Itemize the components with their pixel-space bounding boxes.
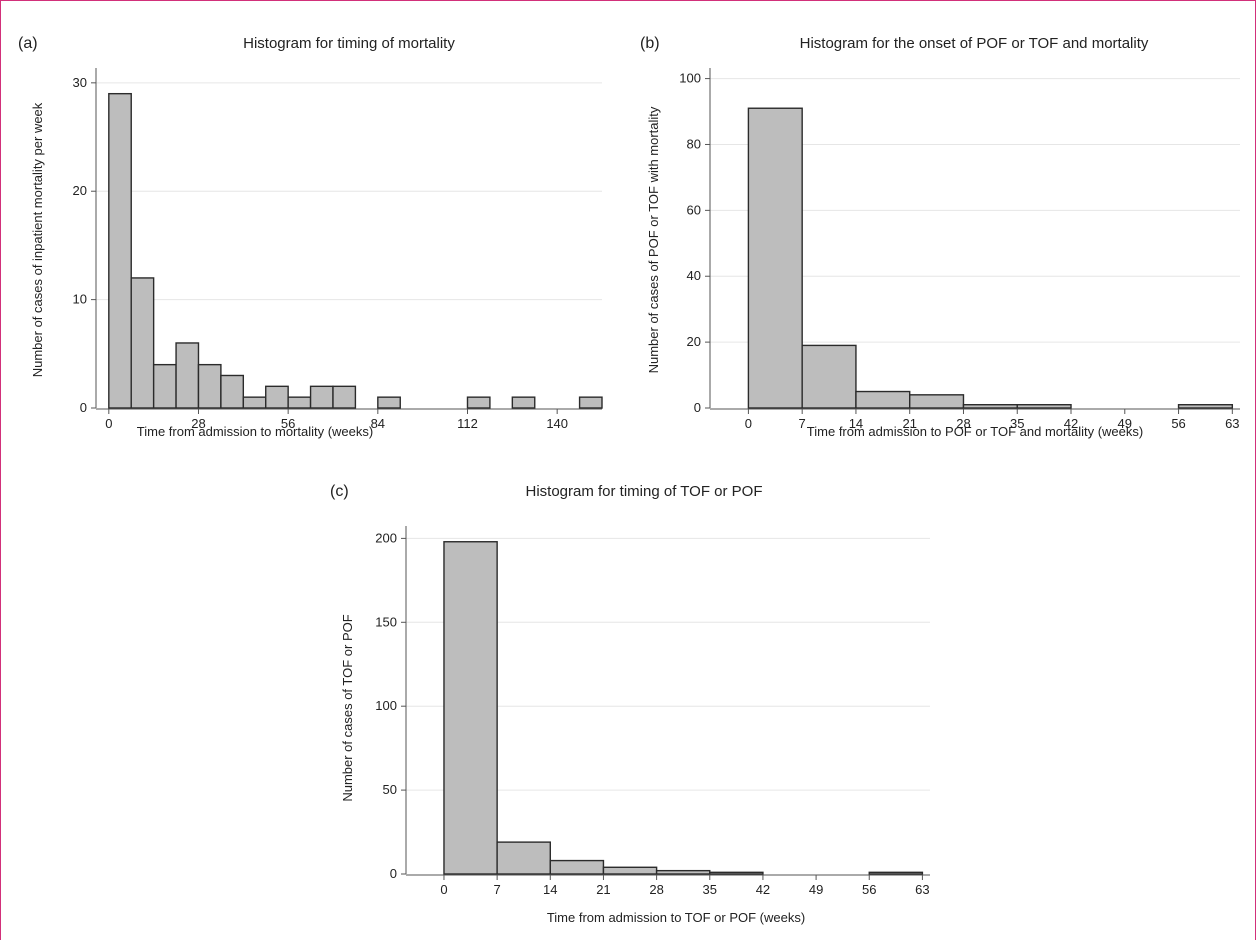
histogram-bar [220, 374, 245, 409]
x-tick-label: 35 [703, 882, 717, 897]
x-tick-label: 56 [281, 416, 295, 431]
histogram-bar [108, 92, 132, 409]
x-tick-label: 21 [902, 416, 916, 431]
y-tick-label: 0 [390, 866, 397, 881]
x-tick-label: 84 [371, 416, 385, 431]
y-tick-label: 0 [694, 400, 701, 415]
y-tick-label: 20 [687, 334, 701, 349]
histogram-bar [242, 396, 267, 409]
y-tick-label: 30 [73, 75, 87, 90]
histogram-bar [709, 871, 764, 875]
x-tick-label: 28 [956, 416, 970, 431]
histogram-bar [309, 385, 334, 409]
x-tick-label: 21 [596, 882, 610, 897]
histogram-bar [801, 344, 857, 409]
x-axis-title-a: Time from admission to mortality (weeks) [137, 424, 373, 439]
y-tick-label: 40 [687, 268, 701, 283]
histogram-bar [332, 385, 357, 409]
histogram-bar [909, 394, 965, 409]
x-tick-label: 14 [849, 416, 863, 431]
histogram-bar [511, 396, 536, 409]
x-axis-title-c: Time from admission to TOF or POF (weeks… [547, 910, 805, 925]
histogram-bar [549, 859, 605, 875]
histogram-bar [602, 866, 658, 875]
y-tick-label: 80 [687, 136, 701, 151]
chart-title-b: Histogram for the onset of POF or TOF an… [800, 35, 1149, 52]
histogram-bar [747, 107, 803, 409]
y-tick-label: 60 [687, 202, 701, 217]
y-tick-label: 100 [679, 71, 701, 86]
x-tick-label: 0 [105, 416, 112, 431]
chart-title-a: Histogram for timing of mortality [243, 35, 455, 52]
histogram-bar [197, 363, 222, 409]
y-tick-label: 150 [375, 614, 397, 629]
x-tick-label: 63 [915, 882, 929, 897]
y-tick-label: 20 [73, 183, 87, 198]
histogram-bar [962, 404, 1018, 409]
histogram-panel-a: (a) Histogram for timing of mortality Ti… [18, 35, 603, 439]
y-tick-label: 50 [383, 782, 397, 797]
y-tick-label: 0 [80, 400, 87, 415]
histogram-panel-b: (b) Histogram for the onset of POF or TO… [640, 35, 1240, 439]
panel-label-a: (a) [18, 35, 38, 52]
y-tick-label: 10 [73, 292, 87, 307]
histogram-bar [578, 396, 603, 409]
x-tick-label: 56 [1171, 416, 1185, 431]
histogram-bar [443, 541, 498, 875]
histogram-bar [1016, 404, 1072, 409]
y-tick-label: 200 [375, 530, 397, 545]
histogram-bar [130, 277, 155, 409]
histogram-bar [655, 869, 711, 875]
y-axis-title-b: Number of cases of POF or TOF with morta… [646, 106, 661, 373]
x-axis-title-b: Time from admission to POF or TOF and mo… [807, 424, 1143, 439]
x-tick-label: 56 [862, 882, 876, 897]
x-tick-label: 112 [457, 416, 478, 431]
histogram-bar [265, 385, 289, 409]
histogram-bar [496, 841, 551, 875]
histogram-bar [466, 396, 491, 409]
x-tick-label: 49 [1118, 416, 1132, 431]
histogram-bar [152, 363, 177, 409]
x-tick-label: 49 [809, 882, 823, 897]
histogram-panel-c: (c) Histogram for timing of TOF or POF T… [330, 483, 930, 925]
chart-title-c: Histogram for timing of TOF or POF [525, 483, 762, 500]
panel-label-c: (c) [330, 483, 349, 500]
x-tick-label: 63 [1225, 416, 1239, 431]
histogram-bar [377, 396, 401, 409]
histogram-bar [855, 390, 911, 409]
x-tick-label: 0 [745, 416, 752, 431]
x-tick-label: 42 [756, 882, 770, 897]
histogram-bar [868, 871, 924, 875]
y-tick-label: 100 [375, 698, 397, 713]
panel-label-b: (b) [640, 35, 660, 52]
histogram-bar [1177, 404, 1234, 409]
histogram-bar [175, 342, 200, 409]
x-tick-label: 35 [1010, 416, 1024, 431]
x-tick-label: 7 [799, 416, 806, 431]
histogram-bar [287, 396, 312, 409]
x-tick-label: 28 [191, 416, 205, 431]
x-tick-label: 0 [440, 882, 447, 897]
y-axis-title-a: Number of cases of inpatient mortality p… [30, 102, 45, 377]
x-tick-label: 42 [1064, 416, 1078, 431]
x-tick-label: 140 [546, 416, 568, 431]
x-tick-label: 7 [494, 882, 501, 897]
x-tick-label: 14 [543, 882, 557, 897]
y-axis-title-c: Number of cases of TOF or POF [340, 614, 355, 801]
x-tick-label: 28 [649, 882, 663, 897]
